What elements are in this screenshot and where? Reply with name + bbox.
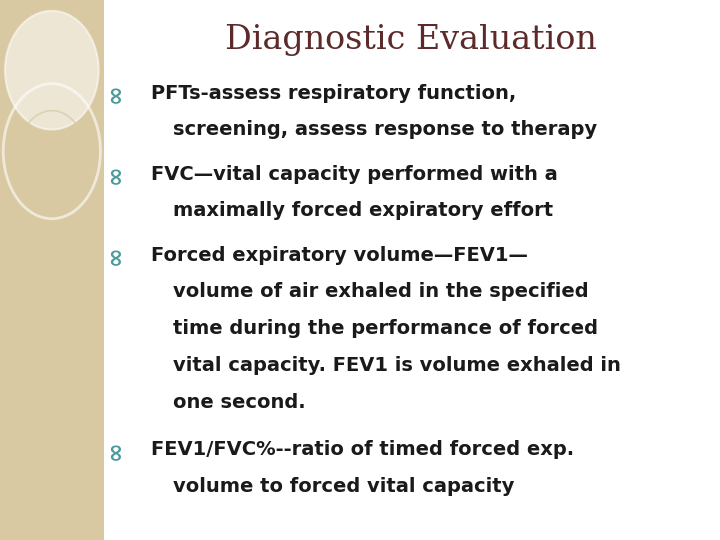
Text: screening, assess response to therapy: screening, assess response to therapy [173, 120, 597, 139]
Text: Forced expiratory volume—FEV1—: Forced expiratory volume—FEV1— [151, 246, 528, 265]
Text: ∞: ∞ [103, 246, 127, 265]
Text: Diagnostic Evaluation: Diagnostic Evaluation [225, 24, 596, 56]
Text: PFTs-assess respiratory function,: PFTs-assess respiratory function, [151, 84, 516, 103]
Text: volume to forced vital capacity: volume to forced vital capacity [173, 477, 514, 496]
Text: FVC—vital capacity performed with a: FVC—vital capacity performed with a [151, 165, 558, 184]
Text: one second.: one second. [173, 393, 305, 411]
Text: ∞: ∞ [103, 440, 127, 460]
Text: time during the performance of forced: time during the performance of forced [173, 319, 598, 338]
Text: FEV1/FVC%--ratio of timed forced exp.: FEV1/FVC%--ratio of timed forced exp. [151, 440, 575, 459]
Text: vital capacity. FEV1 is volume exhaled in: vital capacity. FEV1 is volume exhaled i… [173, 356, 621, 375]
Text: ∞: ∞ [103, 165, 127, 184]
Text: maximally forced expiratory effort: maximally forced expiratory effort [173, 201, 553, 220]
Text: volume of air exhaled in the specified: volume of air exhaled in the specified [173, 282, 588, 301]
Text: ∞: ∞ [103, 84, 127, 103]
